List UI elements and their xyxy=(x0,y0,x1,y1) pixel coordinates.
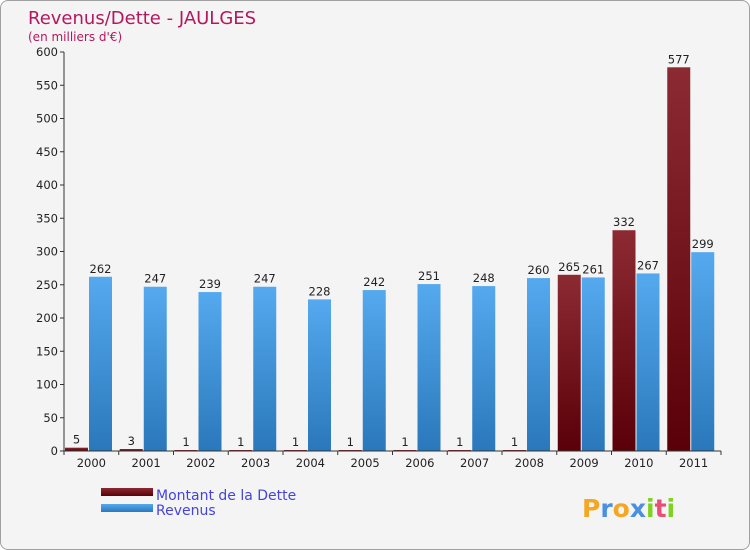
brand-letter: o xyxy=(613,494,630,523)
bar-revenus xyxy=(308,299,331,451)
data-label-dette: 1 xyxy=(401,435,408,449)
proxiti-logo: Proxiti xyxy=(582,494,675,523)
svg-text:Proxiti: Proxiti xyxy=(582,494,675,523)
brand-letter: t xyxy=(655,494,667,523)
y-tick-label: 450 xyxy=(36,145,58,159)
data-label-dette: 577 xyxy=(668,52,690,66)
bar-revenus xyxy=(362,290,386,451)
data-label-dette: 1 xyxy=(292,435,299,449)
y-tick-label: 500 xyxy=(36,112,58,126)
x-tick-label: 2009 xyxy=(569,456,598,470)
data-label-revenus: 247 xyxy=(144,272,166,286)
legend-label-revenus: Revenus xyxy=(156,503,216,519)
data-label-revenus: 267 xyxy=(637,258,659,272)
chart-title: Revenus/Dette - JAULGES xyxy=(28,8,256,29)
data-label-revenus: 228 xyxy=(309,284,331,298)
brand-letter: r xyxy=(600,494,613,523)
bar-dette xyxy=(119,449,143,451)
y-tick-label: 400 xyxy=(36,178,58,192)
bar-dette xyxy=(557,274,581,451)
x-tick-label: 2011 xyxy=(679,456,708,470)
brand-letter: P xyxy=(582,494,600,523)
x-tick-label: 2005 xyxy=(350,456,379,470)
y-tick-label: 0 xyxy=(51,444,58,458)
data-label-dette: 265 xyxy=(558,260,580,274)
x-tick-label: 2002 xyxy=(186,456,215,470)
data-label-revenus: 260 xyxy=(528,263,550,277)
y-tick-label: 250 xyxy=(36,278,58,292)
bar-revenus xyxy=(253,286,277,451)
y-tick-label: 600 xyxy=(36,45,58,59)
bar-revenus xyxy=(198,292,222,451)
data-label-revenus: 248 xyxy=(473,271,495,285)
bar-revenus xyxy=(89,276,112,451)
x-tick-label: 2010 xyxy=(624,456,653,470)
data-label-revenus: 299 xyxy=(692,237,714,251)
data-label-revenus: 239 xyxy=(199,277,221,291)
legend-label-debt: Montant de la Dette xyxy=(156,488,296,504)
y-tick-label: 350 xyxy=(36,211,58,225)
y-tick-label: 50 xyxy=(43,411,58,425)
data-label-revenus: 251 xyxy=(418,269,440,283)
data-label-dette: 1 xyxy=(237,435,244,449)
x-tick-label: 2001 xyxy=(131,456,160,470)
brand-letter: i xyxy=(667,494,676,523)
data-label-dette: 1 xyxy=(182,435,189,449)
brand-letter: x xyxy=(630,494,646,523)
x-tick-label: 2003 xyxy=(241,456,270,470)
legend: Montant de la Dette Revenus xyxy=(101,488,296,519)
bar-dette xyxy=(667,67,691,452)
x-tick-label: 2004 xyxy=(296,456,325,470)
y-tick-label: 300 xyxy=(36,245,58,259)
x-tick-label: 2008 xyxy=(515,456,544,470)
data-label-revenus: 242 xyxy=(363,275,385,289)
y-tick-label: 100 xyxy=(36,378,58,392)
bar-revenus xyxy=(636,273,660,451)
x-axis: 2000 2001 2002 2003 2004 2005 2006 2007 2008 2009… xyxy=(63,450,722,470)
bar-revenus xyxy=(417,284,441,451)
x-tick-label: 2007 xyxy=(460,456,489,470)
x-tick-label: 2000 xyxy=(77,456,106,470)
x-tick-label: 2006 xyxy=(405,456,434,470)
bar-revenus xyxy=(691,252,715,451)
data-label-revenus: 261 xyxy=(582,262,604,276)
legend-swatch-revenus xyxy=(101,504,153,512)
chart-subtitle: (en milliers d'€) xyxy=(28,30,122,44)
bar-revenus xyxy=(527,278,550,451)
bar-revenus xyxy=(472,286,496,451)
brand-letter: i xyxy=(646,494,655,523)
bar-revenus xyxy=(143,286,167,451)
data-label-dette: 5 xyxy=(73,433,80,447)
y-tick-label: 550 xyxy=(36,78,58,92)
data-label-dette: 1 xyxy=(347,435,354,449)
bar-revenus xyxy=(581,277,605,451)
data-label-revenus: 247 xyxy=(254,272,276,286)
data-label-dette: 3 xyxy=(128,434,135,448)
data-label-dette: 332 xyxy=(613,215,635,229)
y-axis: 0 50 100 150 200 250 300 350 400 450 500 550 600 xyxy=(36,45,65,458)
y-tick-label: 150 xyxy=(36,344,58,358)
data-label-revenus: 262 xyxy=(90,262,112,276)
data-label-dette: 1 xyxy=(456,435,463,449)
y-tick-label: 200 xyxy=(36,311,58,325)
legend-swatch-debt xyxy=(101,488,153,496)
bar-dette xyxy=(612,230,636,451)
data-label-dette: 1 xyxy=(511,435,518,449)
bar-dette xyxy=(65,447,88,451)
